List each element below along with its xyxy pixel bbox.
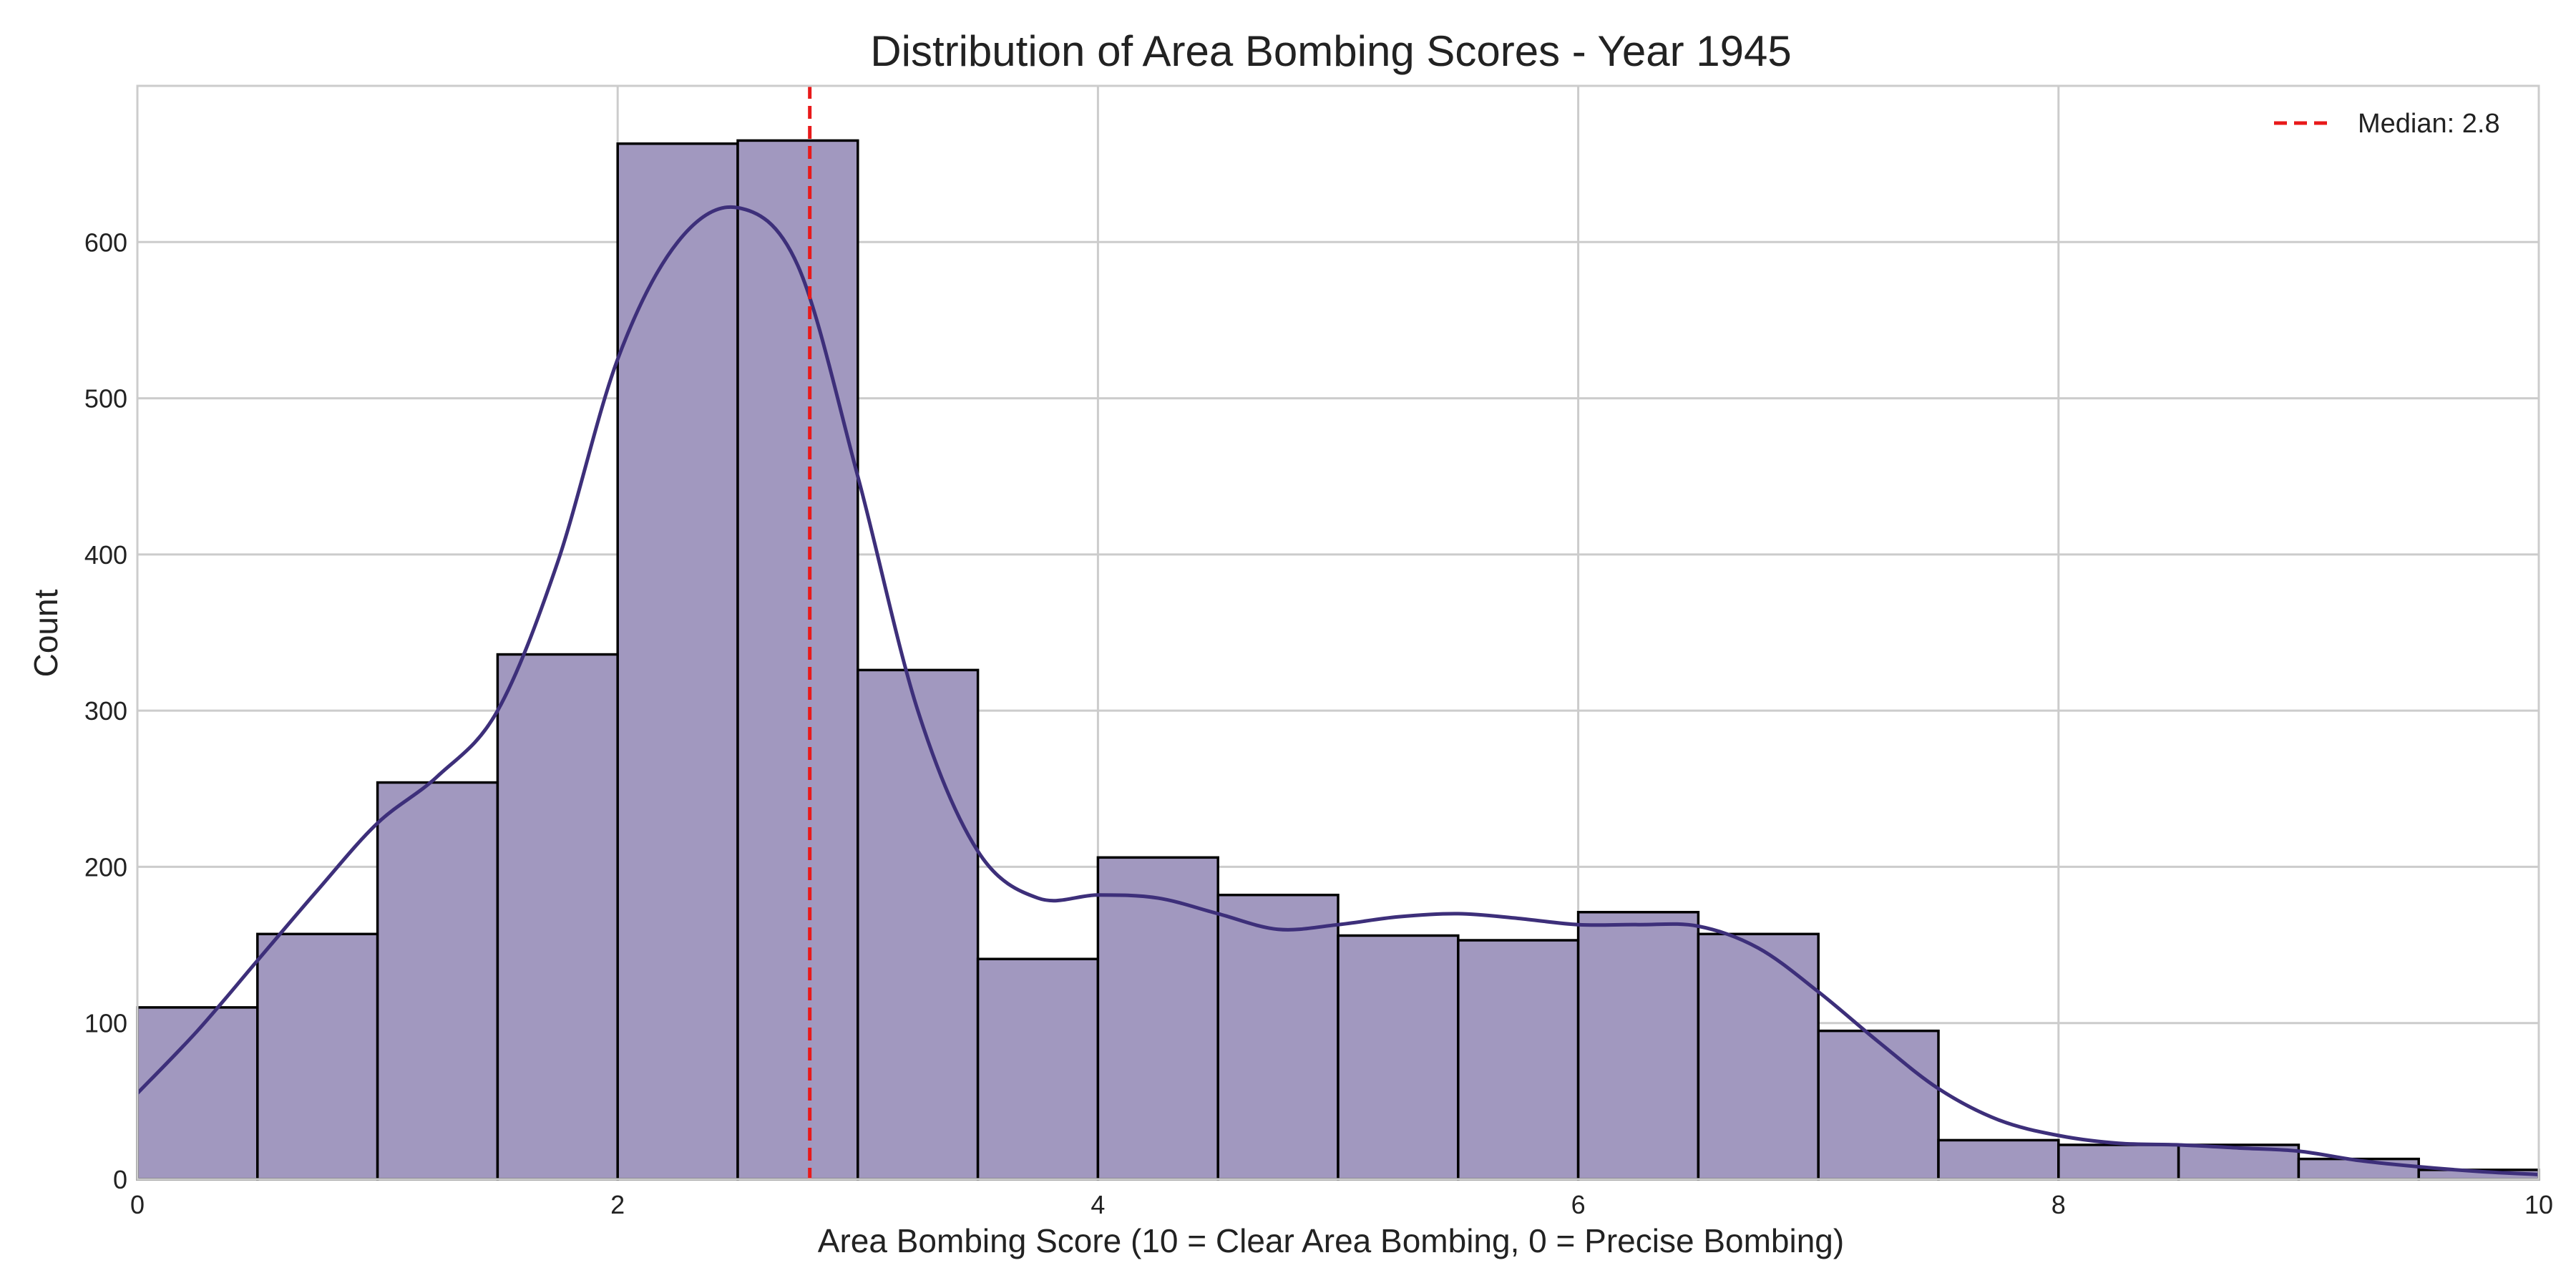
x-tick-label-1: 2: [610, 1190, 625, 1219]
histogram-bar-11: [1457, 939, 1580, 1181]
chart-title: Distribution of Area Bombing Scores - Ye…: [870, 27, 1791, 75]
y-tick-label-6: 600: [84, 228, 127, 257]
legend-median-label: Median: 2.8: [2358, 109, 2500, 139]
x-tick-label-0: 0: [130, 1190, 145, 1219]
histogram-bar-1: [256, 932, 379, 1181]
x-tick-label-2: 4: [1091, 1190, 1105, 1219]
kde-curve-group: [136, 205, 2540, 1176]
x-tick-label-5: 10: [2524, 1190, 2553, 1219]
histogram-bar-6: [857, 668, 980, 1181]
histogram-bar-7: [976, 957, 1100, 1181]
y-tick-label-0: 0: [113, 1165, 127, 1194]
histogram-bar-5: [736, 139, 859, 1181]
y-axis-ticks: 0 100 200 300 400 500 600: [84, 228, 127, 1194]
kde-curve: [136, 205, 2540, 1176]
histogram-bar-8: [1096, 856, 1219, 1181]
x-axis-title: Area Bombing Score (10 = Clear Area Bomb…: [818, 1222, 1844, 1259]
histogram-bar-9: [1216, 893, 1340, 1181]
legend: Median: 2.8: [2274, 109, 2500, 139]
y-tick-label-4: 400: [84, 540, 127, 570]
histogram-bar-12: [1576, 910, 1700, 1181]
histogram-bar-10: [1337, 934, 1460, 1181]
histogram-bar-13: [1697, 932, 1820, 1181]
y-tick-label-3: 300: [84, 696, 127, 726]
x-tick-label-4: 8: [2051, 1190, 2066, 1219]
x-tick-label-3: 6: [1571, 1190, 1586, 1219]
histogram-bar-14: [1817, 1029, 1940, 1181]
plot-frame: [136, 84, 2540, 1181]
y-axis-title: Count: [27, 589, 64, 677]
x-axis-ticks: 0 2 4 6 8 10: [130, 1190, 2553, 1219]
y-tick-label-1: 100: [84, 1009, 127, 1038]
histogram-bar-3: [496, 653, 619, 1181]
y-tick-label-5: 500: [84, 384, 127, 414]
histogram-bar-2: [376, 781, 499, 1181]
histogram-bar-16: [2057, 1143, 2180, 1181]
y-tick-label-2: 200: [84, 852, 127, 882]
histogram-bar-4: [616, 142, 739, 1181]
histogram-bar-15: [1937, 1138, 2060, 1181]
